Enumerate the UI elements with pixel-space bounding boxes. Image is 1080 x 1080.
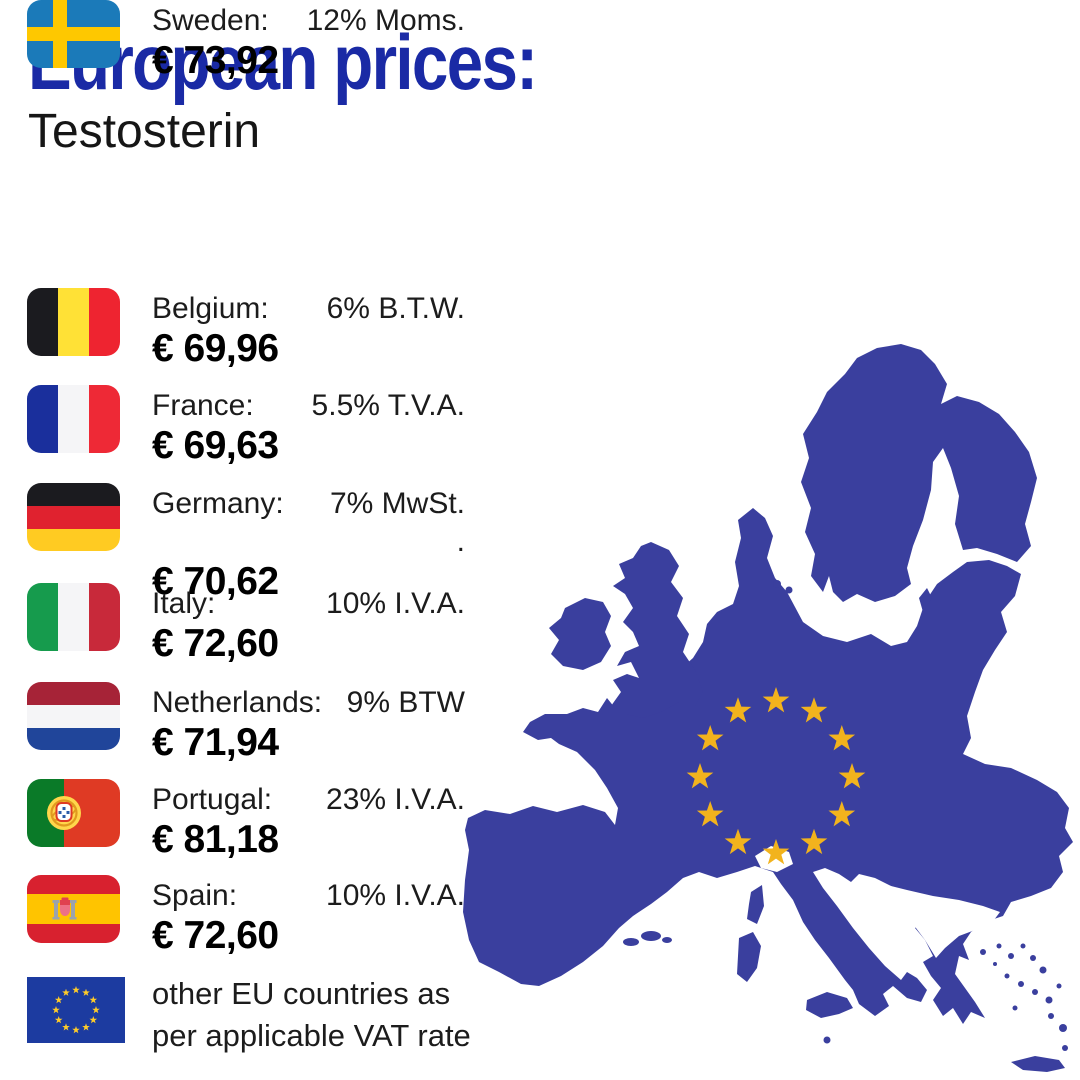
- aegean-islands: [980, 943, 1068, 1051]
- europe-landmass: [463, 344, 1073, 1072]
- eu-flag-icon: [27, 977, 125, 1043]
- country-label: Portugal:: [152, 783, 273, 816]
- italy-flag-icon: [27, 583, 120, 651]
- country-label: Italy:: [152, 587, 216, 620]
- vat-rate: 12% Moms.: [306, 4, 465, 37]
- vat-rate: 10% I.V.A.: [326, 587, 465, 620]
- price-value: € 69,96: [152, 327, 279, 370]
- netherlands-flag-icon: [27, 682, 120, 750]
- price-value: € 69,63: [152, 424, 279, 467]
- portugal-flag-icon: [27, 779, 120, 847]
- france-flag-icon: [27, 385, 120, 453]
- country-label: Netherlands:: [152, 686, 323, 719]
- price-value: € 71,94: [152, 721, 279, 764]
- belgium-flag-icon: [27, 288, 120, 356]
- germany-flag-icon: [27, 483, 120, 551]
- price-row-spain: Spain: 10% I.V.A. € 72,60: [27, 875, 465, 973]
- price-row-belgium: Belgium: 6% B.T.W. € 69,96: [27, 288, 465, 386]
- balkans-cutout: [883, 884, 1000, 958]
- price-row-italy: Italy: 10% I.V.A. € 72,60: [27, 583, 465, 681]
- sweden-flag-icon: [27, 0, 120, 68]
- footer-line-1: other EU countries as: [152, 976, 451, 1011]
- price-value: € 81,18: [152, 818, 279, 861]
- price-row-portugal: Portugal: 23% I.V.A. € 81,18: [27, 779, 465, 877]
- country-label: Spain:: [152, 879, 238, 912]
- price-row-netherlands: Netherlands: 9% BTW € 71,94: [27, 682, 465, 780]
- price-value: € 72,60: [152, 914, 279, 957]
- country-label: Germany:: [152, 487, 284, 520]
- spain-flag-icon: [27, 875, 120, 943]
- vat-rate: 5.5% T.V.A.: [311, 389, 465, 422]
- price-row-germany: Germany: 7% MwSt. . € 70,62: [27, 483, 465, 602]
- vat-rate: 9% BTW: [346, 686, 465, 719]
- price-value: € 72,60: [152, 622, 279, 665]
- price-row-sweden: Sweden: 12% Moms. € 73,92: [27, 0, 465, 98]
- country-label: Belgium:: [152, 292, 269, 325]
- vat-rate: 10% I.V.A.: [326, 879, 465, 912]
- price-value: € 70,62: [152, 560, 279, 603]
- vat-rate: 7% MwSt. .: [329, 487, 465, 558]
- price-row-france: France: 5.5% T.V.A. € 69,63: [27, 385, 465, 483]
- product-name: Testosterin: [28, 105, 261, 158]
- country-label: France:: [152, 389, 254, 422]
- vat-rate: 6% B.T.W.: [326, 292, 465, 325]
- price-value: € 73,92: [152, 39, 279, 82]
- footer-line-2: per applicable VAT rate: [152, 1018, 471, 1053]
- country-label: Sweden:: [152, 4, 269, 37]
- vat-rate: 23% I.V.A.: [326, 783, 465, 816]
- europe-map: [463, 344, 1073, 1072]
